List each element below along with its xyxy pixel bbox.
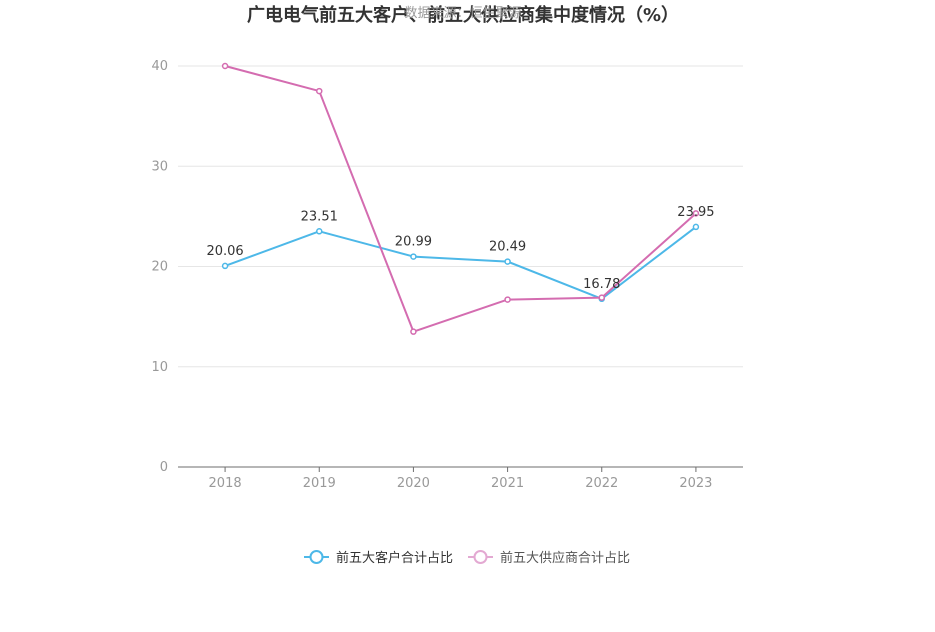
data-point[interactable] — [410, 253, 417, 260]
data-point[interactable] — [692, 210, 700, 217]
data-label: 20.06 — [206, 244, 243, 259]
legend-swatch-marker — [473, 550, 488, 564]
series-line — [224, 65, 697, 333]
data-point[interactable] — [410, 328, 417, 335]
legend-swatch-marker — [309, 550, 324, 564]
chart-subtitle: 数据来源：恒生聚源 — [404, 6, 521, 21]
y-tick-label: 30 — [151, 159, 168, 174]
data-label: 23.95 — [677, 205, 714, 220]
x-tick-label: 2021 — [491, 476, 524, 491]
data-label: 20.49 — [489, 240, 526, 255]
legend-label: 前五大供应商合计占比 — [500, 550, 630, 566]
y-tick-label: 20 — [151, 260, 168, 275]
legend-label: 前五大客户合计占比 — [336, 550, 453, 566]
data-point[interactable] — [504, 258, 511, 265]
y-tick-label: 10 — [151, 360, 168, 375]
x-tick-label: 2019 — [303, 476, 336, 491]
series-2 — [221, 62, 700, 335]
series-line — [224, 226, 697, 300]
data-point[interactable] — [504, 296, 511, 303]
data-label: 16.78 — [583, 277, 620, 292]
data-label: 23.51 — [301, 209, 338, 224]
legend[interactable]: 前五大客户合计占比 前五大供应商合计占比 — [304, 550, 630, 566]
data-point[interactable] — [316, 228, 323, 235]
legend-item-1[interactable]: 前五大客户合计占比 — [304, 550, 453, 566]
data-point[interactable] — [316, 87, 323, 95]
grid — [178, 65, 743, 368]
axes: 0 10 20 30 40 2018 2019 2020 2021 2022 2023 — [151, 59, 743, 491]
data-point[interactable] — [221, 62, 229, 70]
legend-item-2[interactable]: 前五大供应商合计占比 — [468, 550, 630, 566]
y-tick-label: 0 — [160, 460, 168, 475]
data-point[interactable] — [598, 294, 605, 301]
chart-title: 广电电气前五大客户、前五大供应商集中度情况（%） — [247, 4, 679, 26]
y-tick-label: 40 — [151, 59, 168, 74]
x-tick-label: 2020 — [397, 476, 430, 491]
data-labels: 20.06 23.51 20.99 20.49 16.78 23.95 — [206, 205, 714, 292]
x-tick-label: 2018 — [209, 476, 242, 491]
data-label: 20.99 — [395, 235, 432, 250]
x-tick-label: 2022 — [585, 476, 618, 491]
data-point[interactable] — [692, 223, 700, 231]
series-1 — [221, 223, 700, 303]
series-layer — [221, 62, 700, 335]
x-tick-label: 2023 — [679, 476, 712, 491]
data-point[interactable] — [221, 262, 229, 270]
